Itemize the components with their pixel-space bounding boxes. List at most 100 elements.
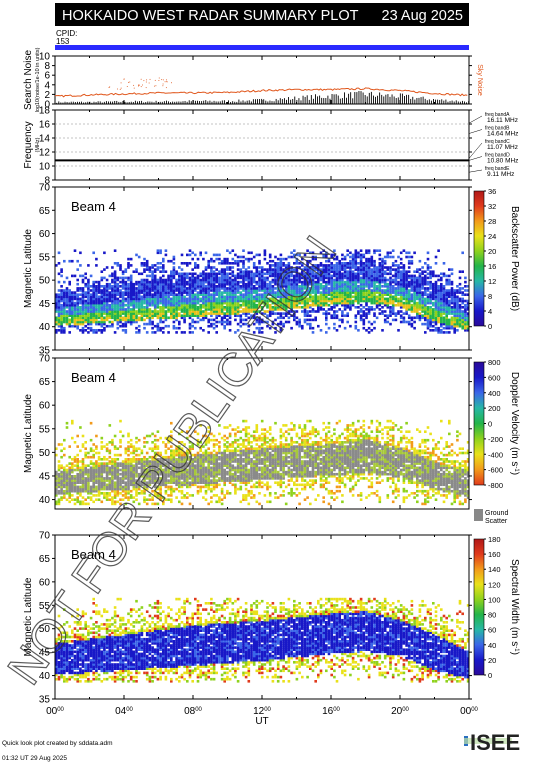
data-cell	[178, 289, 181, 292]
data-cell	[322, 285, 325, 288]
data-cell	[260, 299, 264, 303]
data-cell	[68, 472, 71, 476]
data-cell	[167, 297, 170, 301]
data-cell	[204, 299, 208, 303]
data-cell	[129, 299, 133, 303]
data-cell	[413, 310, 416, 313]
data-cell	[440, 314, 443, 317]
data-cell	[159, 285, 162, 288]
data-cell	[448, 310, 451, 313]
data-cell	[196, 287, 200, 290]
data-cell	[95, 312, 98, 315]
data-cell	[79, 502, 82, 506]
data-cell	[341, 262, 344, 265]
data-cell	[81, 278, 85, 282]
data-cell	[381, 266, 384, 269]
data-cell	[333, 301, 336, 305]
data-cell	[373, 264, 376, 267]
data-cell	[113, 282, 117, 286]
data-cell	[164, 287, 168, 290]
data-cell	[271, 293, 275, 296]
data-cell	[255, 306, 259, 309]
data-cell	[338, 289, 341, 292]
data-cell	[357, 255, 360, 259]
data-cell	[333, 285, 336, 288]
data-cell	[258, 310, 261, 313]
data-cell	[456, 320, 459, 324]
data-cell	[405, 312, 408, 315]
data-cell	[464, 299, 467, 303]
data-cell	[325, 259, 328, 263]
data-cell	[338, 264, 341, 267]
data-cell	[442, 301, 446, 305]
data-cell	[207, 320, 210, 324]
data-cell	[124, 447, 128, 450]
data-cell	[429, 318, 432, 322]
data-cell	[89, 479, 93, 482]
data-cell	[391, 274, 395, 278]
data-cell	[127, 483, 130, 487]
data-cell	[92, 299, 95, 303]
data-cell	[274, 293, 277, 296]
data-cell	[55, 320, 58, 324]
y-axis-label: Search Noise	[23, 50, 34, 110]
data-cell	[378, 280, 382, 284]
data-cell	[333, 326, 336, 330]
sky-noise-point	[133, 84, 135, 86]
data-cell	[375, 316, 379, 320]
data-cell	[362, 276, 366, 280]
data-cell	[162, 280, 165, 284]
data-cell	[290, 303, 293, 307]
data-cell	[365, 251, 368, 255]
data-cell	[311, 272, 315, 276]
data-cell	[450, 324, 454, 328]
data-cell	[357, 272, 360, 276]
data-cell	[223, 287, 226, 290]
data-cell	[239, 280, 243, 284]
data-cell	[143, 289, 146, 292]
data-cell	[373, 280, 376, 284]
data-cell	[405, 287, 408, 290]
data-cell	[207, 274, 210, 278]
data-cell	[381, 259, 384, 263]
data-cell	[399, 285, 403, 288]
data-cell	[239, 316, 243, 320]
data-cell	[421, 280, 424, 284]
data-cell	[327, 299, 331, 303]
data-cell	[378, 303, 382, 307]
data-cell	[108, 468, 112, 472]
data-cell	[325, 295, 328, 299]
data-cell	[279, 259, 283, 263]
data-cell	[234, 278, 237, 282]
data-cell	[293, 297, 296, 301]
data-cell	[119, 483, 122, 487]
data-cell	[338, 278, 341, 282]
data-cell	[210, 287, 213, 290]
data-cell	[319, 264, 323, 267]
data-cell	[239, 306, 243, 309]
data-cell	[282, 278, 285, 282]
data-cell	[84, 316, 87, 320]
data-cell	[207, 264, 210, 267]
data-cell	[228, 312, 232, 315]
data-cell	[124, 268, 128, 271]
data-cell	[127, 312, 130, 315]
data-cell	[212, 308, 216, 311]
data-cell	[95, 280, 98, 284]
data-cell	[335, 274, 339, 278]
data-cell	[127, 289, 130, 292]
data-cell	[151, 331, 154, 334]
data-cell	[194, 278, 197, 282]
data-cell	[188, 280, 192, 284]
data-cell	[153, 282, 157, 286]
data-cell	[159, 312, 162, 315]
data-cell	[357, 297, 360, 301]
data-cell	[260, 331, 264, 334]
data-cell	[60, 314, 63, 317]
data-cell	[394, 293, 398, 296]
data-cell	[159, 301, 162, 305]
data-cell	[111, 485, 114, 489]
data-cell	[335, 303, 339, 307]
data-cell	[284, 274, 288, 278]
